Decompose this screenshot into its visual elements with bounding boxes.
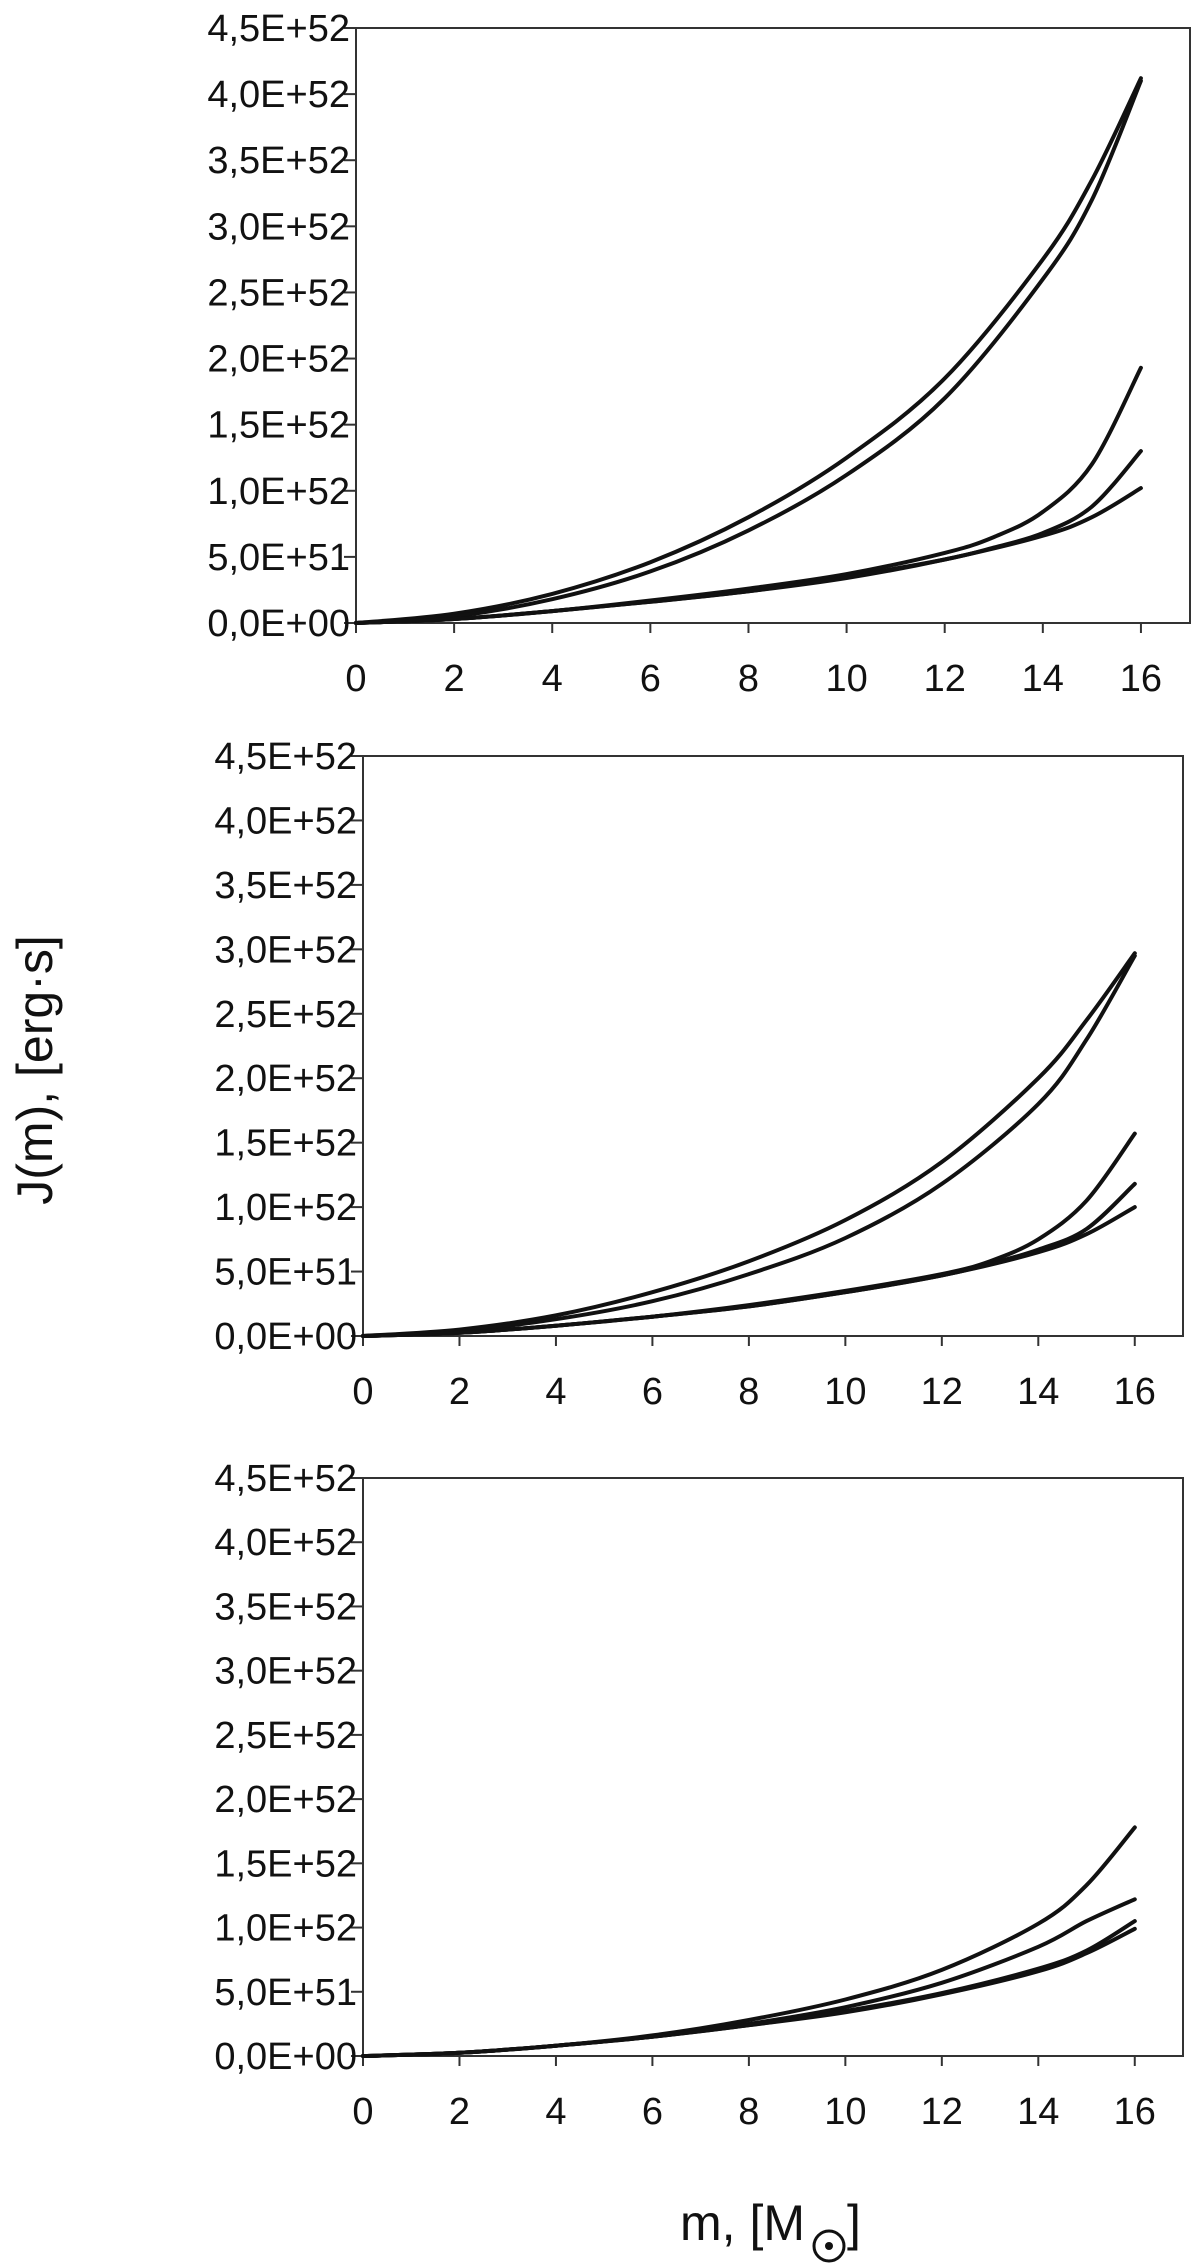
y-tick-label: 1,0E+52 xyxy=(214,1908,357,1950)
series-line-2 xyxy=(361,953,1137,1338)
y-tick-label: 3,0E+52 xyxy=(214,1651,357,1693)
x-tick-label: 10 xyxy=(824,2091,866,2133)
y-tick-label: 3,5E+52 xyxy=(214,865,357,907)
sun-symbol-icon xyxy=(812,2229,846,2263)
x-tick-label: 4 xyxy=(545,2091,566,2133)
x-tick-label: 12 xyxy=(924,658,966,700)
series-line-1 xyxy=(354,76,1143,625)
y-tick-label: 2,0E+52 xyxy=(214,1779,357,1821)
x-tick-label: 14 xyxy=(1017,2091,1059,2133)
y-tick-label: 4,0E+52 xyxy=(207,74,350,116)
y-axis-title: J(m), [erg·s] xyxy=(7,935,63,1204)
panels: 0,0E+00 5,0E+51 1,0E+52 1,5E+52 2,0E+52 2,5E+… xyxy=(207,8,1191,2133)
x-axis-title: m, [M ] xyxy=(680,2195,861,2263)
y-tick-label: 5,0E+51 xyxy=(214,1252,357,1294)
x-axis-title-text: m, [M xyxy=(680,2195,805,2251)
x-tick-label: 0 xyxy=(352,1371,373,1413)
x-tick-label: 6 xyxy=(642,1371,663,1413)
chart-panel-2: 0,0E+00 5,0E+51 1,0E+52 1,5E+52 2,0E+52 2,5E+… xyxy=(214,736,1184,1413)
series-line-3 xyxy=(361,1919,1137,2058)
x-tick-label: 4 xyxy=(542,658,563,700)
y-tick-label: 3,0E+52 xyxy=(214,929,357,971)
y-tick-label: 1,5E+52 xyxy=(214,1843,357,1885)
plot-area-frame xyxy=(362,1477,1184,2057)
x-tick-label: 10 xyxy=(824,1371,866,1413)
y-tick-label: 5,0E+51 xyxy=(207,537,350,579)
series-line-5 xyxy=(361,1205,1137,1338)
y-tick-label: 3,5E+52 xyxy=(214,1586,357,1628)
chart-panel-1: 0,0E+00 5,0E+51 1,0E+52 1,5E+52 2,0E+52 2,5E+… xyxy=(207,8,1191,700)
y-tick-label: 1,5E+52 xyxy=(207,405,350,447)
x-tick-label: 2 xyxy=(444,658,465,700)
y-tick-label: 1,0E+52 xyxy=(214,1187,357,1229)
y-tick-label: 0,0E+00 xyxy=(214,1316,357,1358)
y-tick-label: 4,0E+52 xyxy=(214,1522,357,1564)
y-tick-label: 2,0E+52 xyxy=(214,1058,357,1100)
y-tick-label: 1,0E+52 xyxy=(207,471,350,513)
x-tick-label: 6 xyxy=(640,658,661,700)
y-tick-label: 2,0E+52 xyxy=(207,339,350,381)
y-tick-label: 4,0E+52 xyxy=(214,800,357,842)
x-tick-label: 8 xyxy=(738,1371,759,1413)
series-line-4 xyxy=(354,449,1143,625)
y-tick-label: 0,0E+00 xyxy=(207,603,350,645)
x-axis-title-bracket: ] xyxy=(847,2195,861,2251)
y-tick-label: 4,5E+52 xyxy=(207,8,350,50)
y-tick-label: 5,0E+51 xyxy=(214,1972,357,2014)
y-tick-label: 0,0E+00 xyxy=(214,2036,357,2078)
x-tick-label: 8 xyxy=(738,2091,759,2133)
x-tick-label: 14 xyxy=(1022,658,1064,700)
plot-area-frame xyxy=(362,755,1184,1337)
x-tick-label: 10 xyxy=(825,658,867,700)
x-tick-label: 6 xyxy=(642,2091,663,2133)
x-tick-label: 2 xyxy=(449,1371,470,1413)
series-line-1 xyxy=(361,1825,1137,2058)
y-tick-label: 4,5E+52 xyxy=(214,736,357,778)
series-line-2 xyxy=(354,78,1143,625)
series-line-3 xyxy=(354,365,1143,625)
x-tick-label: 16 xyxy=(1114,2091,1156,2133)
x-tick-label: 12 xyxy=(921,2091,963,2133)
y-tick-label: 3,5E+52 xyxy=(207,140,350,182)
x-tick-label: 16 xyxy=(1120,658,1162,700)
y-tick-label: 3,0E+52 xyxy=(207,206,350,248)
x-tick-label: 14 xyxy=(1017,1371,1059,1413)
x-tick-label: 2 xyxy=(449,2091,470,2133)
x-tick-label: 0 xyxy=(345,658,366,700)
chart-panel-3: 0,0E+00 5,0E+51 1,0E+52 1,5E+52 2,0E+52 2,5E+… xyxy=(214,1458,1184,2133)
plot-area-frame xyxy=(355,27,1191,624)
x-tick-label: 16 xyxy=(1114,1371,1156,1413)
y-tick-label: 2,5E+52 xyxy=(207,272,350,314)
series-line-5 xyxy=(354,486,1143,625)
y-tick-label: 1,5E+52 xyxy=(214,1123,357,1165)
series-line-1 xyxy=(361,951,1137,1338)
x-tick-label: 12 xyxy=(921,1371,963,1413)
y-tick-label: 4,5E+52 xyxy=(214,1458,357,1500)
y-tick-label: 2,5E+52 xyxy=(214,994,357,1036)
x-tick-label: 0 xyxy=(352,2091,373,2133)
x-tick-label: 4 xyxy=(545,1371,566,1413)
y-tick-label: 2,5E+52 xyxy=(214,1715,357,1757)
series-line-4 xyxy=(361,1926,1137,2058)
x-tick-label: 8 xyxy=(738,658,759,700)
